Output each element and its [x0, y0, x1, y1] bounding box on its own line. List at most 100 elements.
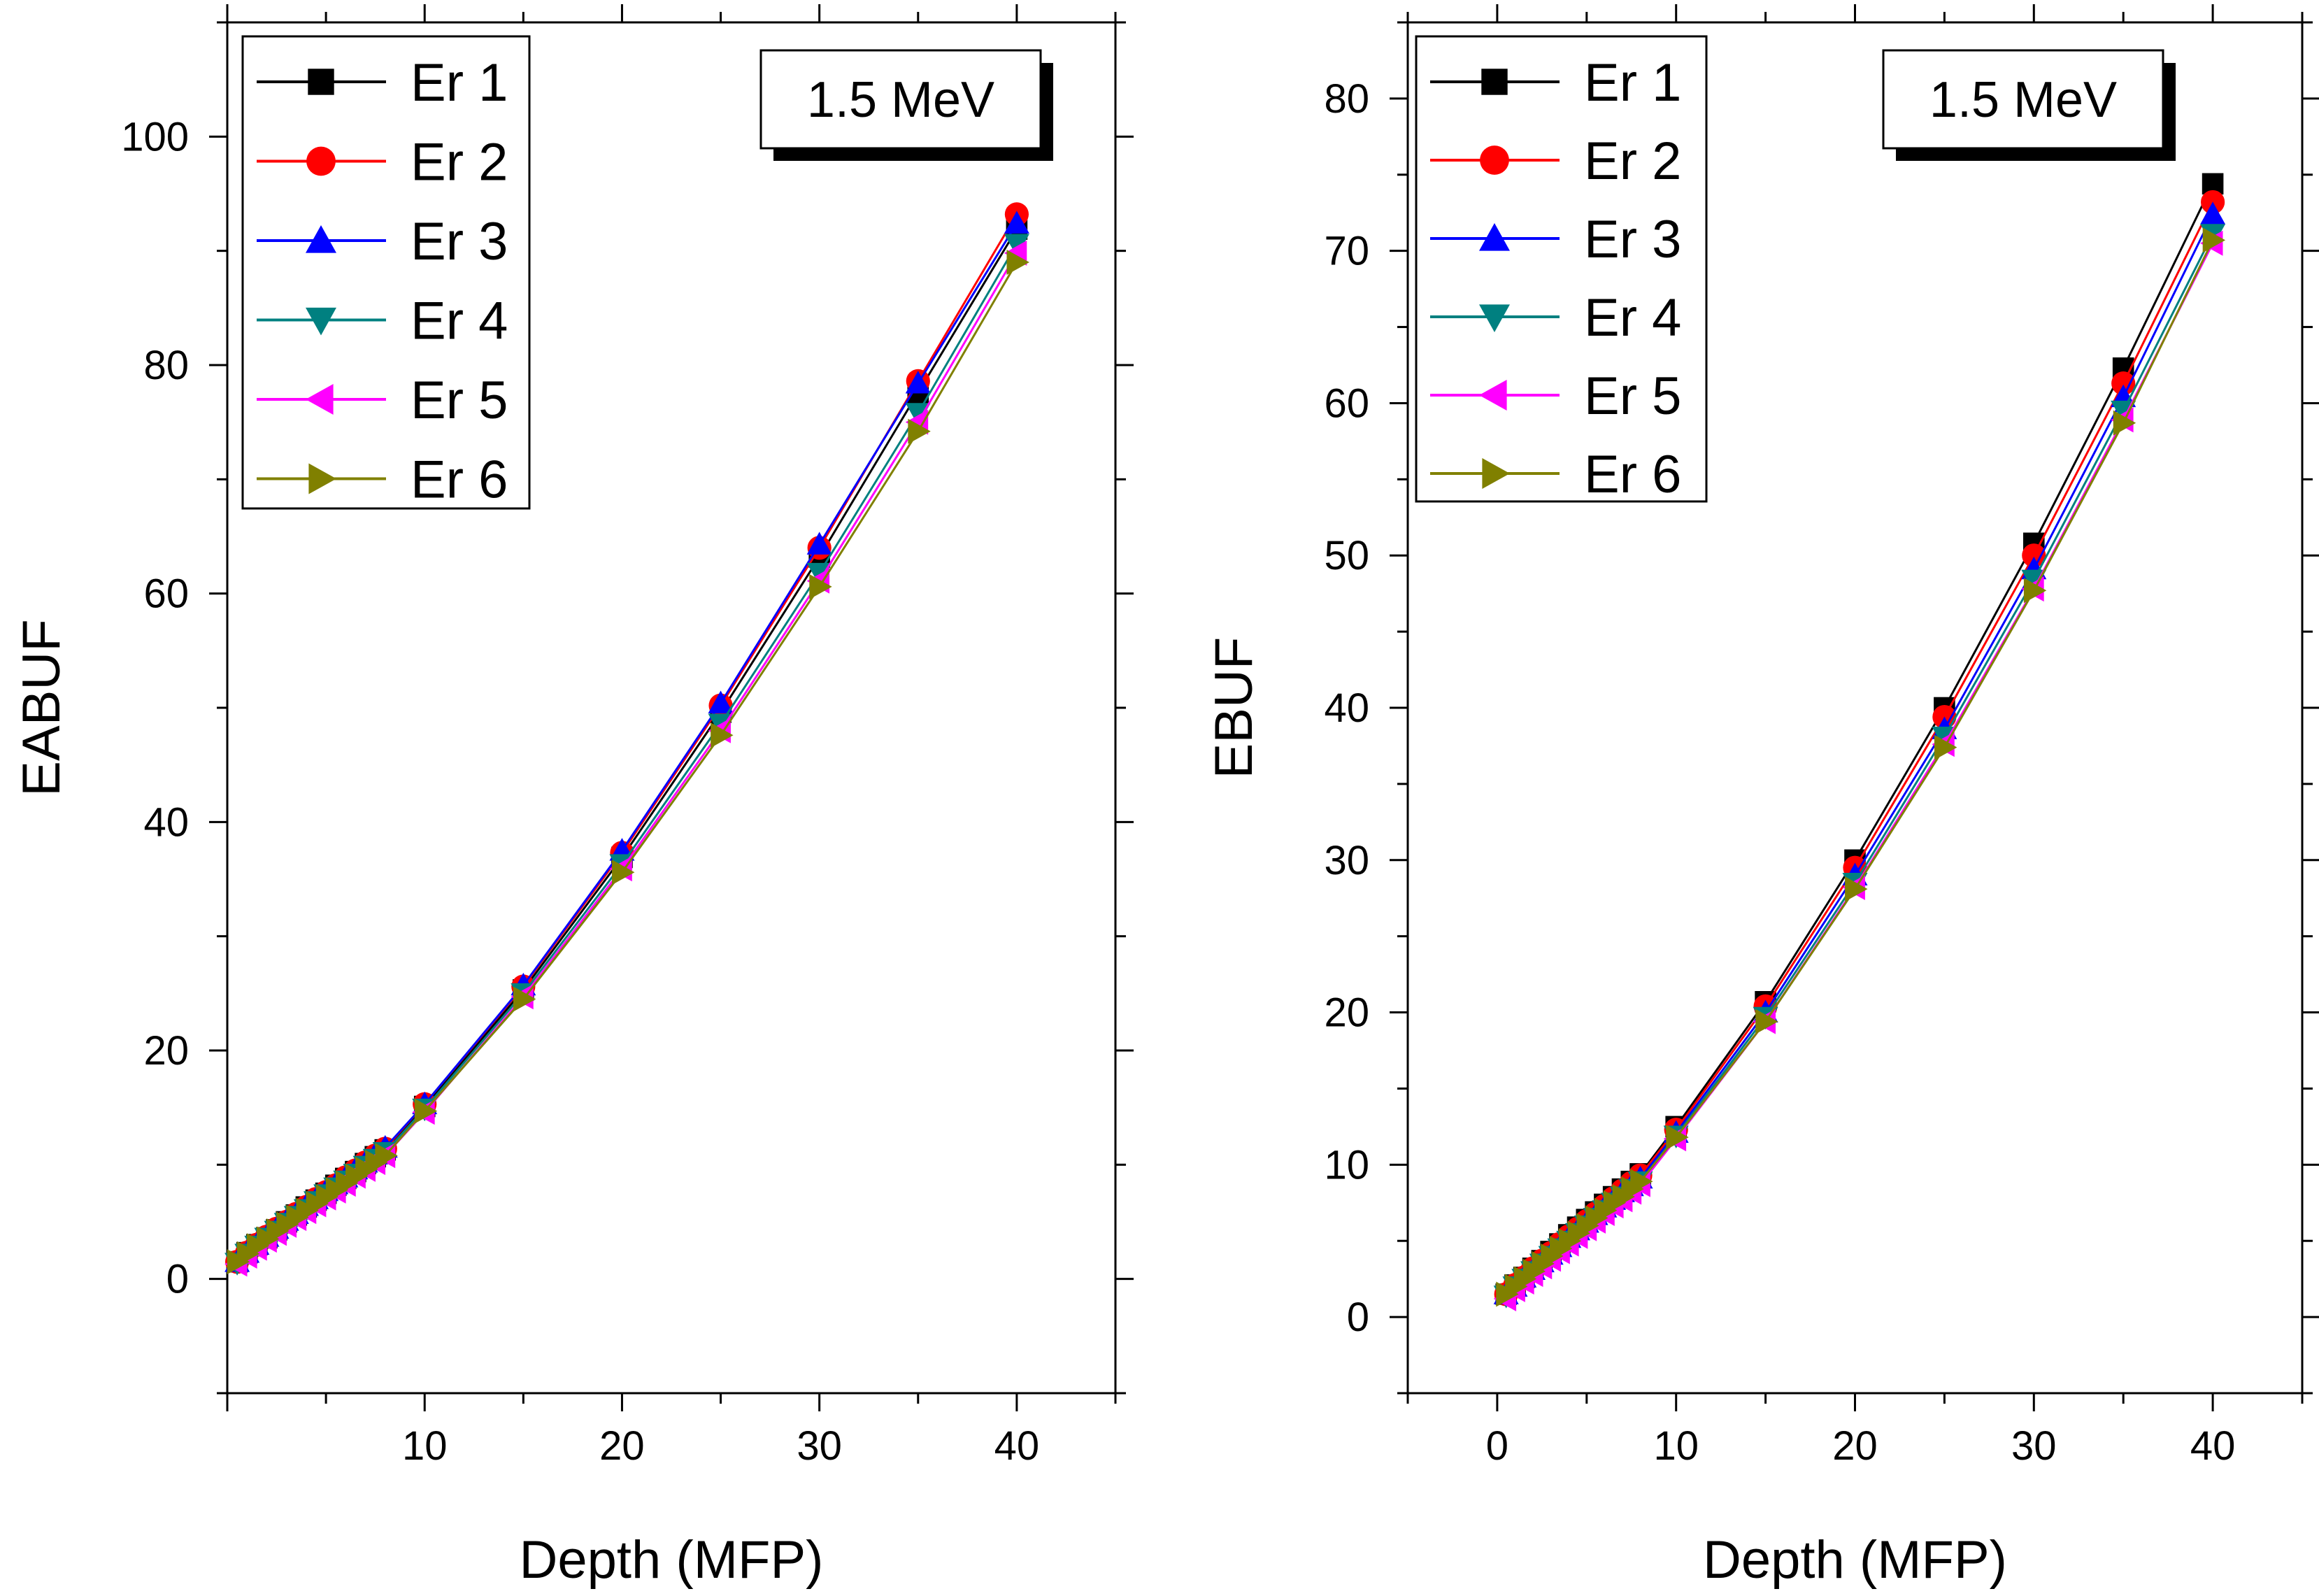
legend-marker — [308, 463, 336, 494]
x-axis-title: Depth (MFP) — [520, 1530, 824, 1590]
data-point — [1845, 876, 1868, 902]
legend-label: Er 3 — [411, 212, 508, 271]
legend-item: Er 1 — [1430, 53, 1681, 113]
legend-item: Er 6 — [257, 450, 508, 510]
legend-item: Er 6 — [1430, 445, 1681, 504]
x-tick-label: 10 — [402, 1423, 448, 1469]
legend-item: Er 2 — [1430, 131, 1681, 191]
data-point — [2113, 410, 2136, 436]
legend-marker — [1479, 380, 1507, 411]
data-point — [708, 690, 734, 713]
y-tick-label: 0 — [1347, 1295, 1369, 1340]
data-point — [513, 986, 536, 1012]
legend-label: Er 2 — [411, 133, 508, 192]
x-tick-label: 0 — [1486, 1423, 1508, 1469]
annotation-box — [759, 49, 1042, 150]
y-tick-label: 100 — [121, 114, 189, 159]
data-point — [1934, 734, 1957, 760]
y-tick-label: 10 — [1324, 1142, 1369, 1188]
y-axis-title: EBUF — [1204, 637, 1264, 779]
data-point — [1006, 250, 1029, 275]
data-point — [2200, 201, 2226, 225]
data-point — [2023, 578, 2047, 604]
data-point — [1004, 234, 1029, 257]
y-axis-title: EABUF — [12, 619, 71, 796]
y-tick-label: 60 — [1324, 380, 1369, 426]
data-point — [905, 371, 931, 394]
data-point — [1630, 1169, 1653, 1195]
legend-item: Er 3 — [257, 212, 508, 271]
legend-marker — [1479, 304, 1510, 332]
legend-label: Er 6 — [1584, 445, 1681, 504]
legend-item: Er 4 — [257, 292, 508, 351]
x-tick-label: 40 — [994, 1423, 1040, 1469]
x-tick-label: 30 — [797, 1423, 842, 1469]
x-tick-label: 30 — [2011, 1423, 2057, 1469]
legend-item: Er 5 — [1430, 366, 1681, 426]
legend-marker — [1481, 69, 1508, 95]
legend-box — [241, 35, 531, 510]
legend-item: Er 4 — [1430, 288, 1681, 348]
legend: Er 1 Er 2 Er 3 Er 4 Er 5 Er 6 — [241, 35, 531, 510]
x-tick-label: 20 — [599, 1423, 645, 1469]
legend-item: Er 2 — [257, 133, 508, 192]
annotation-text: 1.5 MeV — [1929, 72, 2117, 128]
y-tick-label: 80 — [1324, 76, 1369, 122]
legend-marker — [1479, 223, 1510, 251]
data-point — [2022, 543, 2046, 568]
legend-label: Er 6 — [411, 450, 508, 510]
right-chart-panel: 0 10 20 30 40 0 10 20 30 40 50 60 70 80 Depth (MFP) EBU… — [1204, 4, 2319, 1590]
legend-marker — [306, 307, 336, 336]
data-point — [806, 532, 832, 555]
annotation-text: 1.5 MeV — [807, 72, 994, 128]
y-tick-label: 40 — [1324, 685, 1369, 731]
legend-label: Er 1 — [1584, 53, 1681, 113]
data-point — [414, 1098, 438, 1124]
legend-label: Er 3 — [1584, 210, 1681, 269]
y-tick-label: 70 — [1324, 229, 1369, 274]
y-tick-label: 30 — [1324, 838, 1369, 883]
y-tick-label: 20 — [143, 1028, 189, 1074]
y-tick-label: 60 — [143, 571, 189, 617]
x-tick-label: 20 — [1832, 1423, 1878, 1469]
y-tick-label: 50 — [1324, 533, 1369, 578]
legend-marker — [306, 146, 336, 176]
legend-label: Er 4 — [1584, 288, 1681, 348]
legend-label: Er 4 — [411, 292, 508, 351]
y-tick-label: 20 — [1324, 990, 1369, 1036]
data-point — [2202, 227, 2226, 253]
data-point — [2111, 371, 2136, 396]
legend: Er 1 Er 2 Er 3 Er 4 Er 5 Er 6 — [1415, 35, 1708, 504]
data-point — [1004, 211, 1029, 234]
legend-marker — [1482, 458, 1510, 489]
legend-label: Er 5 — [411, 371, 508, 430]
data-point — [612, 860, 635, 885]
legend-marker — [1480, 145, 1509, 175]
y-tick-label: 80 — [143, 343, 189, 388]
legend-label: Er 5 — [1584, 366, 1681, 426]
annotation-box — [1882, 49, 2164, 150]
data-point — [809, 573, 832, 599]
energy-annotation: 1.5 MeV — [759, 49, 1053, 161]
x-tick-label: 10 — [1653, 1423, 1699, 1469]
energy-annotation: 1.5 MeV — [1882, 49, 2176, 161]
legend-item: Er 5 — [257, 371, 508, 430]
data-point — [711, 722, 734, 748]
legend-item: Er 1 — [257, 53, 508, 113]
y-tick-label: 0 — [166, 1257, 189, 1302]
legend-label: Er 2 — [1584, 131, 1681, 191]
data-point — [905, 403, 931, 426]
legend-marker — [308, 69, 334, 95]
data-point — [908, 418, 931, 444]
data-point — [1666, 1125, 1689, 1150]
x-tick-label: 40 — [2190, 1423, 2236, 1469]
series-er-6 — [1496, 227, 2226, 1307]
legend-box — [1415, 35, 1708, 503]
y-tick-label: 40 — [143, 799, 189, 845]
legend-marker — [306, 225, 336, 253]
data-point — [375, 1143, 398, 1169]
left-chart-panel: 10 20 30 40 0 20 40 60 80 100 Depth (MFP) EABUF Er 1… — [12, 4, 1134, 1590]
legend-item: Er 3 — [1430, 210, 1681, 269]
data-point — [1755, 1009, 1778, 1034]
